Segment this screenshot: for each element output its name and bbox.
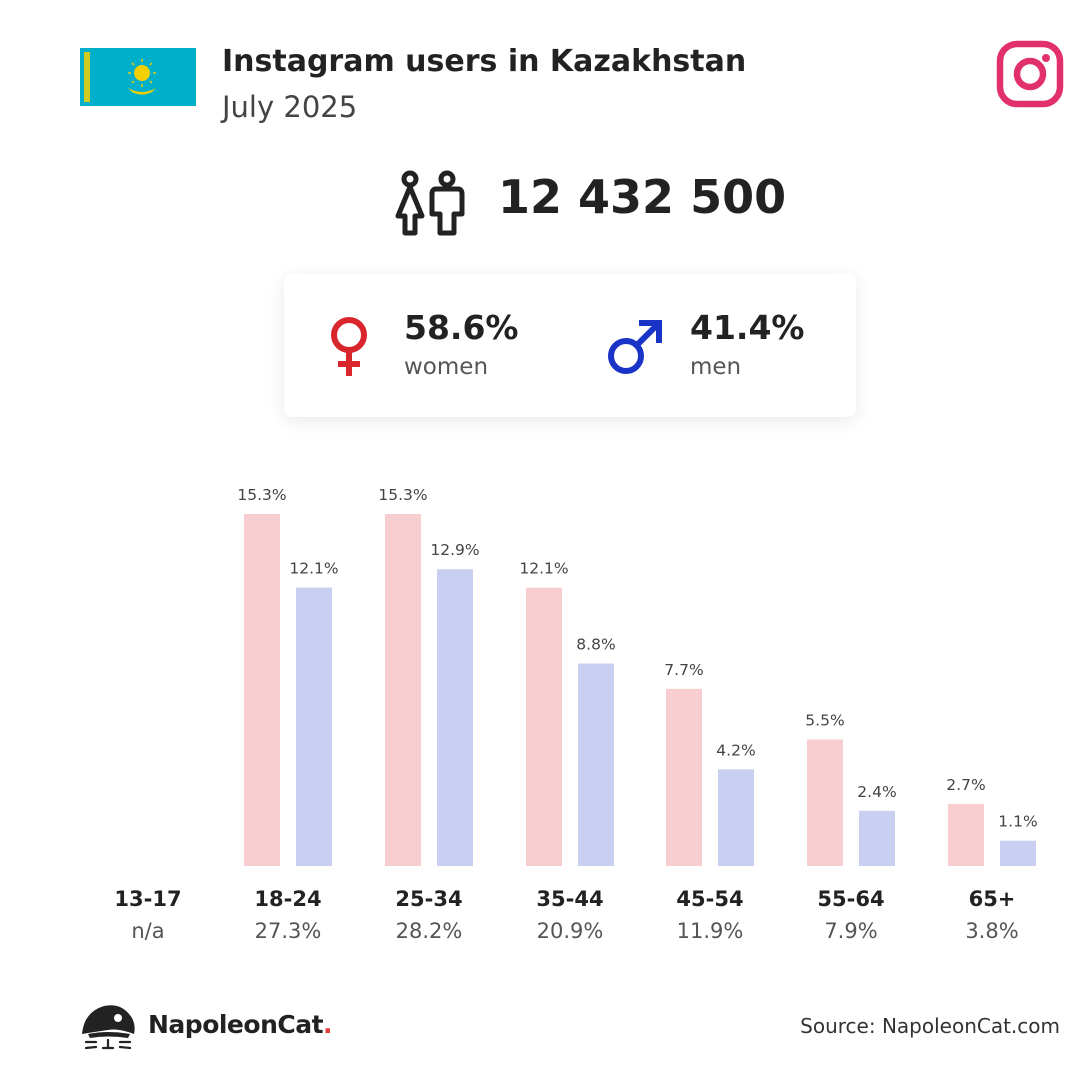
category-label-45-54: 45-54 <box>676 887 743 911</box>
female-symbol-icon <box>328 316 370 378</box>
men-percentage: 41.4% <box>690 308 805 347</box>
bar-women-65+ <box>948 803 984 866</box>
gender-split-card: 58.6% women 41.4% men <box>284 274 856 417</box>
bar-men-55-64 <box>859 810 895 866</box>
men-label: men <box>690 354 742 380</box>
category-total-35-44: 20.9% <box>537 919 604 943</box>
category-label-25-34: 25-34 <box>395 887 462 911</box>
category-total-45-54: 11.9% <box>677 919 744 943</box>
data-label-women-55-64: 5.5% <box>805 711 844 729</box>
category-total-18-24: 27.3% <box>255 919 322 943</box>
bar-men-25-34 <box>437 569 473 866</box>
data-label-women-25-34: 15.3% <box>378 486 427 504</box>
category-label-13-17: 13-17 <box>114 887 181 911</box>
bar-men-35-44 <box>578 663 614 866</box>
category-total-13-17: n/a <box>131 919 164 943</box>
bar-men-45-54 <box>718 769 754 866</box>
brand-name-text: NapoleonCat <box>148 1010 324 1039</box>
data-label-women-65+: 2.7% <box>946 776 985 794</box>
bar-women-45-54 <box>666 688 702 866</box>
bar-women-35-44 <box>526 587 562 866</box>
data-label-men-35-44: 8.8% <box>576 636 615 654</box>
women-label: women <box>404 354 489 380</box>
brand-name: NapoleonCat. <box>148 1010 333 1039</box>
napoleoncat-logo-icon <box>78 1000 138 1052</box>
data-label-men-65+: 1.1% <box>998 813 1037 831</box>
data-label-men-18-24: 12.1% <box>289 560 338 578</box>
bar-women-55-64 <box>807 739 843 866</box>
data-label-men-45-54: 4.2% <box>716 741 755 759</box>
bar-women-18-24 <box>244 514 280 866</box>
women-percentage: 58.6% <box>404 308 519 347</box>
category-label-55-64: 55-64 <box>817 887 884 911</box>
page-title: Instagram users in Kazakhstan <box>222 44 747 79</box>
bar-men-18-24 <box>296 587 332 866</box>
bar-women-25-34 <box>385 514 421 866</box>
data-label-men-25-34: 12.9% <box>430 541 479 559</box>
data-label-women-45-54: 7.7% <box>664 661 703 679</box>
category-label-65+: 65+ <box>969 887 1016 911</box>
source-credit: Source: NapoleonCat.com <box>800 1014 1060 1038</box>
data-label-women-35-44: 12.1% <box>519 560 568 578</box>
people-icon <box>392 170 466 238</box>
kazakhstan-flag-icon <box>80 48 196 106</box>
category-label-35-44: 35-44 <box>536 887 603 911</box>
page-subtitle: July 2025 <box>222 90 358 124</box>
data-label-women-18-24: 15.3% <box>237 486 286 504</box>
category-label-18-24: 18-24 <box>254 887 321 911</box>
instagram-icon <box>996 40 1064 108</box>
category-total-65+: 3.8% <box>965 919 1018 943</box>
brand-dot: . <box>323 1010 333 1039</box>
data-label-men-55-64: 2.4% <box>857 783 896 801</box>
age-gender-bar-chart: 13-17 n/a 15.3% 12.1% 18-24 27.3% 15.3% 12.9% 25… <box>114 486 1037 943</box>
category-total-55-64: 7.9% <box>824 919 877 943</box>
category-total-25-34: 28.2% <box>396 919 463 943</box>
bar-men-65+ <box>1000 840 1036 866</box>
male-symbol-icon <box>606 318 664 376</box>
total-users-value: 12 432 500 <box>498 170 787 224</box>
